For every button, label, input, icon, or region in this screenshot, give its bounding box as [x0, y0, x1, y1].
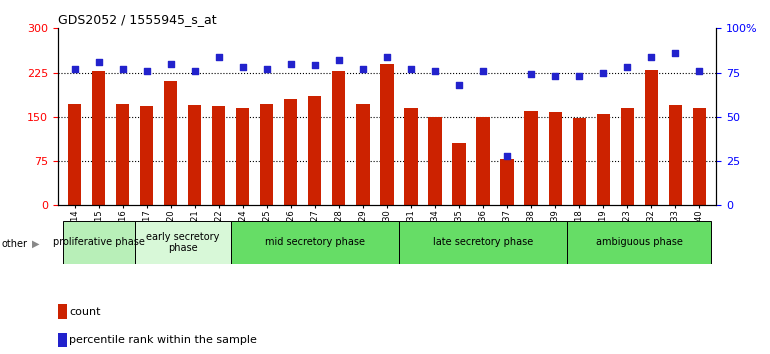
- Bar: [140, 106, 153, 205]
- Point: [357, 66, 369, 72]
- Bar: [453, 143, 466, 205]
- Point: [309, 63, 321, 68]
- Bar: [188, 105, 201, 205]
- Point: [285, 61, 297, 67]
- Point: [549, 73, 561, 79]
- Point: [597, 70, 609, 75]
- Point: [213, 54, 225, 59]
- Bar: [567, 221, 711, 264]
- Point: [333, 57, 345, 63]
- Point: [645, 54, 658, 59]
- Bar: [212, 106, 226, 205]
- Bar: [404, 108, 417, 205]
- Bar: [231, 221, 399, 264]
- Point: [453, 82, 465, 88]
- Point: [429, 68, 441, 74]
- Bar: [668, 105, 682, 205]
- Text: mid secretory phase: mid secretory phase: [265, 238, 365, 247]
- Text: proliferative phase: proliferative phase: [52, 238, 145, 247]
- Point: [501, 153, 514, 159]
- Point: [236, 64, 249, 70]
- Point: [116, 66, 129, 72]
- Bar: [399, 221, 567, 264]
- Point: [621, 64, 634, 70]
- Bar: [644, 70, 658, 205]
- Bar: [92, 71, 105, 205]
- Bar: [500, 159, 514, 205]
- Point: [69, 66, 81, 72]
- Point: [189, 68, 201, 74]
- Bar: [693, 108, 706, 205]
- Text: percentile rank within the sample: percentile rank within the sample: [69, 335, 257, 345]
- Bar: [597, 114, 610, 205]
- Point: [260, 66, 273, 72]
- Text: ▶: ▶: [32, 239, 40, 249]
- Bar: [621, 108, 634, 205]
- Bar: [164, 81, 177, 205]
- Text: ambiguous phase: ambiguous phase: [596, 238, 683, 247]
- Bar: [284, 99, 297, 205]
- Bar: [573, 118, 586, 205]
- Bar: [428, 117, 441, 205]
- Bar: [333, 71, 346, 205]
- Text: other: other: [2, 239, 28, 249]
- Bar: [260, 104, 273, 205]
- Bar: [308, 96, 321, 205]
- Point: [477, 68, 489, 74]
- Point: [669, 50, 681, 56]
- Point: [380, 54, 393, 59]
- Point: [405, 66, 417, 72]
- Text: GDS2052 / 1555945_s_at: GDS2052 / 1555945_s_at: [58, 13, 216, 26]
- Point: [140, 68, 152, 74]
- Bar: [116, 104, 129, 205]
- Bar: [548, 112, 562, 205]
- Text: count: count: [69, 307, 101, 316]
- Text: early secretory
phase: early secretory phase: [146, 232, 219, 253]
- Bar: [477, 117, 490, 205]
- Point: [573, 73, 585, 79]
- Bar: [357, 104, 370, 205]
- Bar: [62, 221, 135, 264]
- Bar: [68, 104, 81, 205]
- Point: [693, 68, 705, 74]
- Point: [92, 59, 105, 65]
- Point: [165, 61, 177, 67]
- Bar: [236, 108, 249, 205]
- Bar: [524, 111, 537, 205]
- Point: [525, 72, 537, 77]
- Text: late secretory phase: late secretory phase: [433, 238, 533, 247]
- Bar: [135, 221, 231, 264]
- Bar: [380, 64, 393, 205]
